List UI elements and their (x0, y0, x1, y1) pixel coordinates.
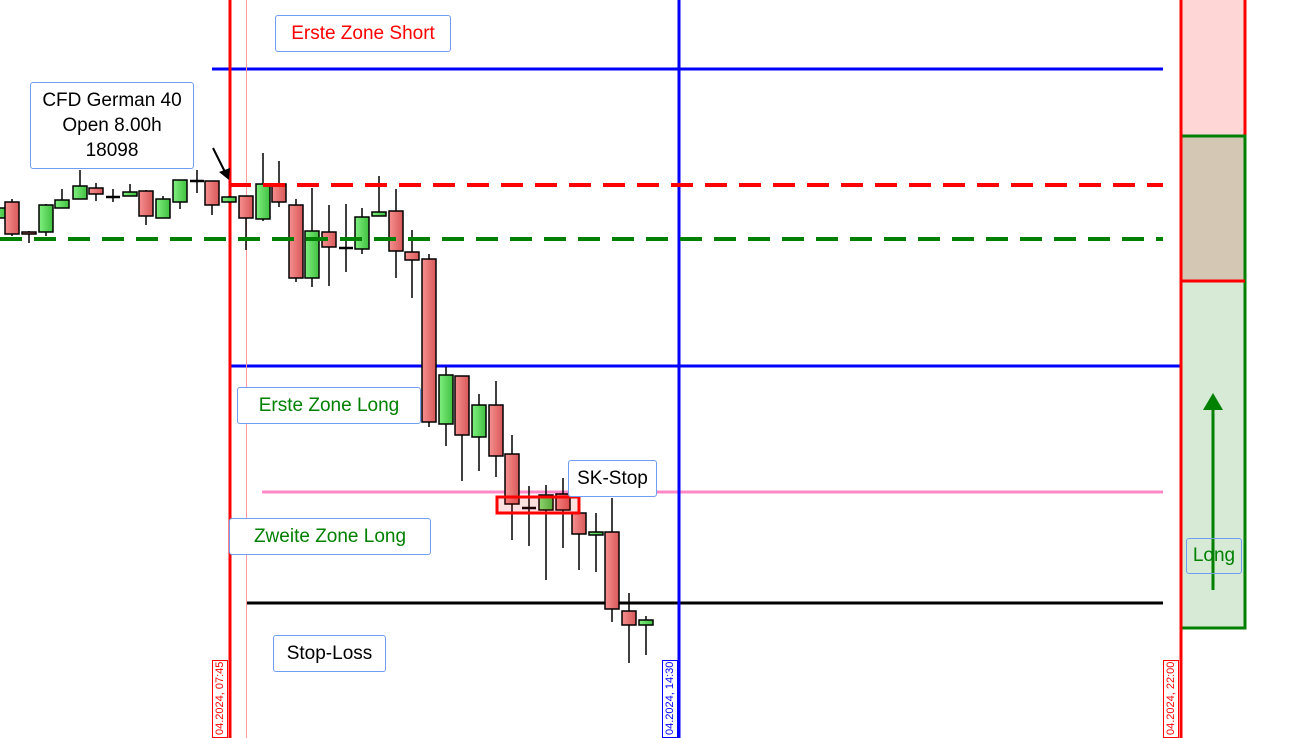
candle-body (471, 404, 487, 438)
candle-doji[interactable] (190, 170, 204, 193)
candle-body (538, 494, 554, 511)
candle-bearish[interactable] (404, 230, 420, 298)
candle-bearish[interactable] (21, 231, 37, 243)
candle-bullish[interactable] (538, 485, 554, 580)
candle-bullish[interactable] (172, 179, 188, 209)
candle-body (155, 198, 171, 219)
candle-bullish[interactable] (155, 196, 171, 219)
candle-bullish[interactable] (471, 394, 487, 471)
label-erste-zone-long[interactable]: Erste Zone Long (237, 387, 421, 424)
candle-body (504, 453, 520, 505)
candle-bearish[interactable] (204, 180, 220, 215)
candle-bullish[interactable] (638, 616, 654, 655)
candle-bullish[interactable] (588, 513, 604, 572)
candle-bullish[interactable] (54, 189, 70, 209)
label-zweite-zone-long[interactable]: Zweite Zone Long (229, 518, 431, 555)
candle-body (238, 195, 254, 219)
instrument-open-price: 18098 (85, 140, 139, 161)
label-stop-loss[interactable]: Stop-Loss (273, 635, 386, 672)
candle-bearish[interactable] (271, 161, 287, 207)
candle-body (72, 185, 88, 200)
candle-body (88, 187, 104, 195)
candle-bearish[interactable] (238, 195, 254, 250)
candle-bearish[interactable] (504, 435, 520, 540)
candle-body (4, 201, 20, 235)
candle-body (354, 216, 370, 250)
candle-body (388, 210, 404, 252)
candle-body (304, 230, 320, 279)
candle-body (255, 183, 271, 220)
candle-body (438, 374, 454, 425)
candle-body (122, 191, 138, 197)
candle-body (54, 199, 70, 209)
candle-bullish[interactable] (72, 170, 88, 200)
candle-bearish[interactable] (621, 593, 637, 663)
candles (0, 153, 654, 663)
candle-bullish[interactable] (371, 176, 387, 217)
label-erste-zone-short[interactable]: Erste Zone Short (275, 15, 451, 52)
candle-bullish[interactable] (38, 204, 54, 236)
candle-bullish[interactable] (354, 208, 370, 254)
label-sk-stop[interactable]: SK-Stop (568, 460, 657, 497)
candle-body (638, 619, 654, 626)
date-label-marker: 04.2024, 14:30 (662, 660, 678, 738)
candle-body (288, 204, 304, 279)
candle-body (221, 196, 237, 203)
candle-bearish[interactable] (604, 498, 620, 622)
candle-body (21, 231, 37, 235)
instrument-open-time: Open 8.00h (62, 115, 162, 136)
candle-bearish[interactable] (571, 512, 587, 570)
candle-bearish[interactable] (388, 189, 404, 278)
open-pointer-arrow-icon (212, 147, 226, 173)
candle-body (488, 404, 504, 457)
open-pointer-arrowhead-icon (219, 168, 230, 180)
candle-body (38, 204, 54, 233)
date-label-end: 04.2024, 22:00 (1163, 660, 1179, 738)
candle-body (404, 251, 420, 261)
candle-bearish[interactable] (321, 205, 337, 286)
sk-stop-box[interactable] (495, 495, 581, 515)
panel-neutral-zone (1182, 135, 1245, 281)
candle-body (621, 610, 637, 626)
candle-body (588, 531, 604, 536)
candle-bullish[interactable] (438, 367, 454, 446)
candle-bullish[interactable] (221, 196, 237, 203)
candle-bearish[interactable] (421, 254, 437, 427)
candle-doji[interactable] (106, 189, 120, 202)
date-label-start: 04.2024, 07:45 (212, 660, 228, 738)
label-long-direction[interactable]: Long (1186, 538, 1242, 574)
candle-body (604, 531, 620, 610)
panel-border (1182, 134, 1247, 630)
candle-bearish[interactable] (288, 199, 304, 282)
candle-body (204, 180, 220, 206)
candle-body (371, 211, 387, 217)
candle-body (172, 179, 188, 203)
arrow-head-icon (1203, 393, 1223, 410)
panel-short-zone (1182, 0, 1245, 135)
candle-bearish[interactable] (488, 381, 504, 477)
candle-body (138, 190, 154, 217)
candle-bearish[interactable] (88, 183, 104, 201)
instrument-name: CFD German 40 (42, 90, 182, 111)
candle-bearish[interactable] (138, 190, 154, 225)
candle-doji[interactable] (522, 486, 536, 546)
candle-bearish[interactable] (454, 375, 470, 481)
candle-bearish[interactable] (4, 199, 20, 236)
candle-body (421, 258, 437, 423)
label-instrument[interactable]: CFD German 40 Open 8.00h 18098 (30, 82, 194, 169)
candle-body (571, 512, 587, 535)
candle-body (454, 375, 470, 436)
candle-bullish[interactable] (122, 184, 138, 197)
